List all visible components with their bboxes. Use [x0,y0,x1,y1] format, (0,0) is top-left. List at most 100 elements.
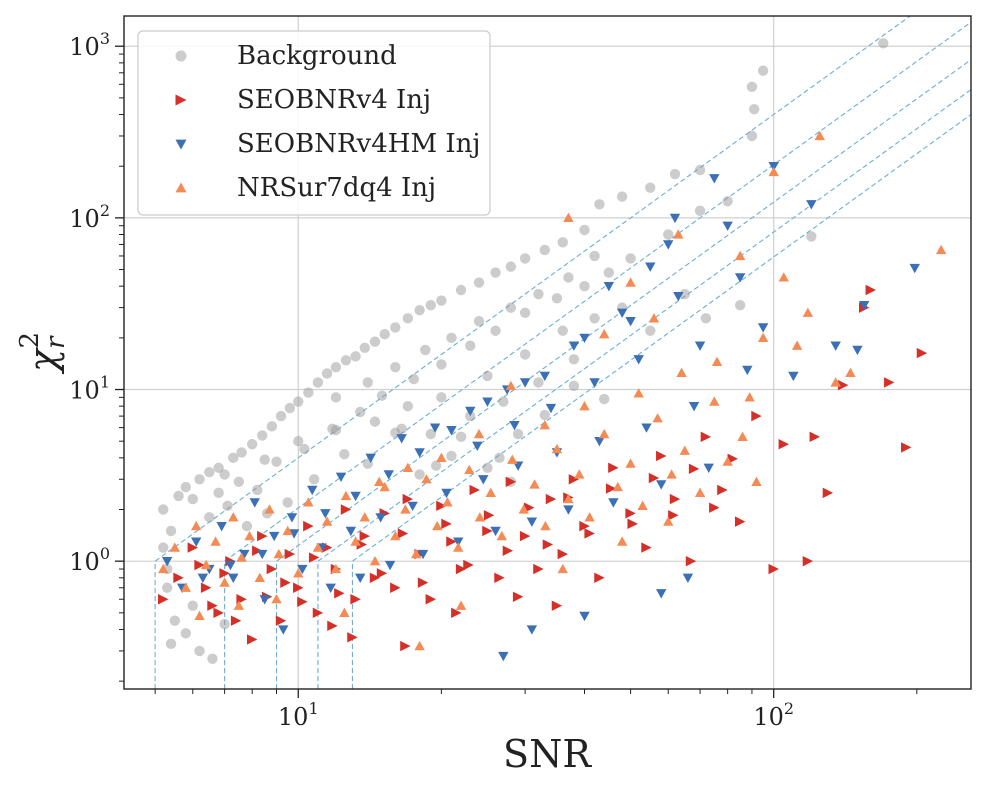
point-1-1 [173,572,184,584]
point-3-46 [637,500,648,511]
point-0-41 [616,191,628,202]
point-0-81 [396,423,407,435]
point-3-36 [518,504,529,514]
point-0-82 [455,431,467,443]
point-3-43 [598,428,610,439]
point-0-60 [436,359,447,370]
point-1-58 [884,377,895,388]
point-3-15 [303,497,314,507]
data-points [158,38,947,664]
point-3-37 [529,479,540,489]
point-3-59 [814,130,825,141]
point-3-84 [633,388,644,398]
point-0-5 [187,493,198,505]
svg-text:χr2: χr2 [15,332,71,375]
point-0-18 [303,387,314,398]
point-0-126 [446,332,457,344]
point-2-52 [852,345,863,356]
point-2-44 [688,401,700,412]
point-0-47 [749,103,760,115]
point-2-19 [365,453,376,464]
point-2-48 [768,162,779,172]
point-3-58 [802,307,814,317]
point-3-39 [551,443,563,454]
point-0-116 [568,354,580,365]
point-0-54 [271,456,282,467]
point-2-62 [663,240,674,250]
point-0-44 [694,164,706,176]
point-0-19 [312,377,324,388]
legend-marker-2 [175,139,187,150]
point-0-10 [228,452,239,464]
point-3-52 [722,456,733,466]
point-0-59 [408,373,420,385]
legend-marker-0 [175,50,187,62]
point-0-101 [519,349,531,360]
point-2-84 [509,420,520,431]
point-1-74 [502,545,514,556]
point-3-34 [496,530,508,541]
point-1-69 [397,528,409,539]
point-0-76 [207,653,218,664]
point-1-35 [545,493,557,505]
point-0-130 [330,392,342,403]
point-2-71 [383,470,394,480]
point-0-13 [257,430,268,441]
point-3-77 [505,380,517,391]
point-3-16 [312,542,324,552]
point-2-40 [625,317,636,327]
point-1-63 [252,545,263,556]
point-2-61 [645,262,656,272]
point-0-106 [436,392,447,403]
point-0-38 [557,237,568,248]
point-3-75 [616,536,628,546]
point-3-28 [432,520,443,531]
point-1-91 [347,632,358,643]
point-3-88 [598,329,610,339]
point-2-51 [830,341,841,351]
point-3-9 [244,530,255,541]
point-0-122 [505,302,517,313]
point-0-97 [308,474,320,485]
point-0-96 [339,448,350,460]
point-0-21 [330,361,342,373]
point-0-58 [376,390,388,401]
point-1-79 [605,483,617,494]
point-3-13 [282,525,293,536]
point-1-45 [685,555,697,567]
point-3-89 [648,313,660,323]
point-2-41 [641,423,652,433]
point-1-23 [402,493,414,505]
y-axis-label-base: χ [21,347,65,375]
x-axis-label: SNR [503,732,592,776]
point-0-90 [446,450,457,462]
legend-marker-3 [175,182,187,193]
point-2-13 [307,485,318,496]
point-0-98 [282,497,293,508]
point-1-19 [359,530,370,542]
point-1-72 [463,559,474,571]
point-3-56 [778,272,789,282]
point-2-24 [417,549,429,560]
axis-ticks: 101 102 100 101 102 103 [69,29,918,731]
point-3-61 [845,367,856,378]
point-2-55 [498,651,509,662]
point-2-37 [579,333,590,344]
point-3-72 [194,610,205,621]
point-2-9 [269,531,280,542]
point-2-85 [472,441,483,452]
point-1-61 [194,559,205,571]
point-1-95 [551,600,563,611]
point-0-87 [734,299,746,311]
point-0-36 [519,253,531,264]
point-1-25 [425,594,436,605]
point-1-42 [641,542,652,553]
point-3-70 [271,594,282,604]
point-1-90 [327,620,338,632]
point-2-12 [297,564,308,575]
point-3-55 [768,166,779,177]
legend-label-background: Background [237,41,397,71]
point-0-118 [498,396,509,407]
legend-label-seobnrv4: SEOBNRv4 Inj [237,85,431,115]
point-0-111 [259,454,270,465]
